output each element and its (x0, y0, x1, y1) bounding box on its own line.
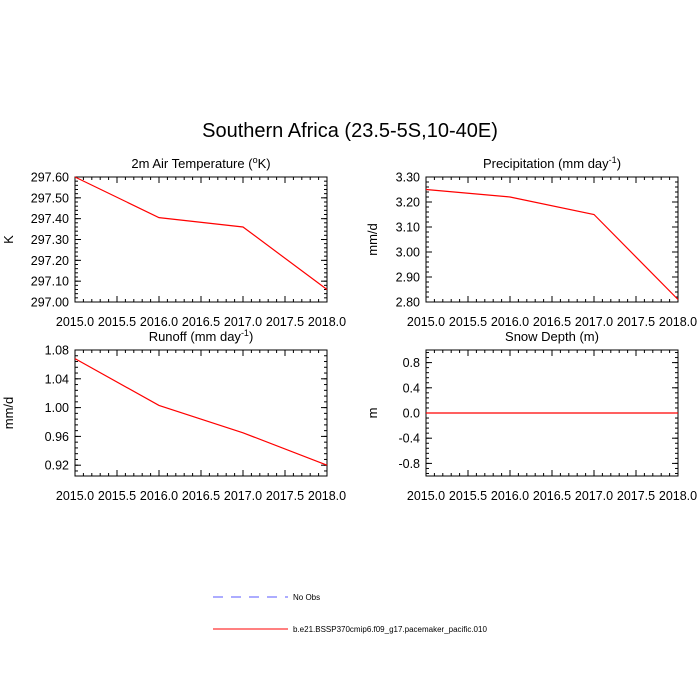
series-line (74, 358, 328, 466)
y-tick-label: 1.08 (45, 344, 69, 358)
x-tick-label: 2017.5 (617, 489, 655, 503)
x-tick-label: 2017.0 (224, 489, 262, 503)
chart-panel-4: 2015.0 2015.5 2016.0 2016.5 2017.0 2017.5 2018… (365, 329, 697, 503)
x-tick-label: 2016.0 (491, 315, 529, 329)
y-axis-label: mm/d (365, 223, 380, 256)
panel-title-main: Snow Depth (m) (505, 329, 599, 344)
y-tick-label: 0.92 (45, 459, 69, 473)
y-tick-label: 297.40 (31, 212, 69, 226)
x-tick-label: 2015.0 (407, 489, 445, 503)
y-tick-label: 297.30 (31, 233, 69, 247)
plot-frame (425, 176, 679, 303)
x-tick-label: 2018.0 (308, 315, 346, 329)
panel-title-tail: ) (617, 156, 621, 171)
y-tick-label: 0.8 (403, 356, 420, 370)
x-tick-label: 2018.0 (308, 489, 346, 503)
y-tick-label: 3.00 (396, 246, 420, 260)
x-tick-label: 2016.5 (533, 489, 571, 503)
panel-title: Snow Depth (m) (505, 329, 599, 344)
y-tick-label: 0.0 (403, 407, 420, 421)
x-tick-label: 2015.0 (56, 315, 94, 329)
panel-title-main: Runoff (mm day (149, 329, 242, 344)
y-tick-label: 3.10 (396, 221, 420, 235)
legend-label: b.e21.BSSP370cmip6.f09_g17.pacemaker_pac… (293, 625, 487, 634)
y-tick-label: 297.60 (31, 171, 69, 185)
panel-title-sup: -1 (241, 328, 249, 338)
y-tick-label: 1.00 (45, 401, 69, 415)
x-tick-label: 2018.0 (659, 315, 697, 329)
x-tick-label: 2017.0 (575, 315, 613, 329)
panel-title-tail: ) (249, 329, 253, 344)
panel-title: 2m Air Temperature (oK) (131, 155, 270, 171)
y-axis-label: mm/d (1, 397, 16, 430)
x-tick-label: 2016.0 (140, 489, 178, 503)
y-tick-label: -0.4 (398, 432, 420, 446)
y-tick-label: 3.30 (396, 171, 420, 185)
series-line (74, 176, 328, 290)
x-tick-label: 2016.5 (533, 315, 571, 329)
panel-title: Precipitation (mm day-1) (483, 155, 621, 171)
y-tick-label: 0.4 (403, 381, 420, 395)
plot-frame (74, 349, 328, 477)
y-axis-label: K (1, 235, 16, 244)
panel-title-main: 2m Air Temperature ( (131, 156, 253, 171)
y-axis-label: m (365, 408, 380, 419)
series-line (425, 188, 679, 300)
figure-title: Southern Africa (23.5-5S,10-40E) (202, 120, 498, 142)
x-tick-label: 2015.5 (98, 315, 136, 329)
x-tick-label: 2015.0 (56, 489, 94, 503)
x-tick-label: 2017.0 (224, 315, 262, 329)
y-tick-label: 3.20 (396, 196, 420, 210)
x-tick-label: 2016.5 (182, 315, 220, 329)
y-tick-label: 0.96 (45, 430, 69, 444)
y-tick-label: 297.10 (31, 275, 69, 289)
y-tick-label: 2.90 (396, 271, 420, 285)
x-tick-label: 2017.5 (266, 315, 304, 329)
legend: No Obs b.e21.BSSP370cmip6.f09_g17.pacemak… (213, 593, 487, 634)
y-tick-label: 297.00 (31, 296, 69, 310)
y-tick-label: 297.20 (31, 254, 69, 268)
x-tick-label: 2015.5 (449, 315, 487, 329)
chart-panel-3: 2015.0 2015.5 2016.0 2016.5 2017.0 2017.5 2018… (1, 328, 346, 503)
y-tick-label: 2.80 (396, 296, 420, 310)
x-tick-label: 2016.5 (182, 489, 220, 503)
panel-title-tail: K) (258, 156, 271, 171)
x-tick-label: 2017.5 (266, 489, 304, 503)
x-tick-label: 2015.5 (449, 489, 487, 503)
chart-panel-1: 2015.0 2015.5 2016.0 2016.5 2017.0 2017.5 2018… (1, 155, 346, 329)
x-tick-label: 2017.0 (575, 489, 613, 503)
y-tick-label: -0.8 (398, 457, 420, 471)
panel-title-sup: o (253, 155, 258, 165)
legend-label: No Obs (293, 593, 320, 602)
panel-title: Runoff (mm day-1) (149, 328, 254, 344)
x-tick-label: 2015.5 (98, 489, 136, 503)
x-tick-label: 2018.0 (659, 489, 697, 503)
x-tick-label: 2015.0 (407, 315, 445, 329)
x-tick-label: 2016.0 (491, 489, 529, 503)
x-tick-label: 2017.5 (617, 315, 655, 329)
panel-title-main: Precipitation (mm day (483, 156, 609, 171)
chart-panel-2: 2015.0 2015.5 2016.0 2016.5 2017.0 2017.5 2018… (365, 155, 697, 329)
y-tick-label: 1.04 (45, 372, 69, 386)
panel-title-sup: -1 (609, 155, 617, 165)
y-tick-label: 297.50 (31, 191, 69, 205)
x-tick-label: 2016.0 (140, 315, 178, 329)
